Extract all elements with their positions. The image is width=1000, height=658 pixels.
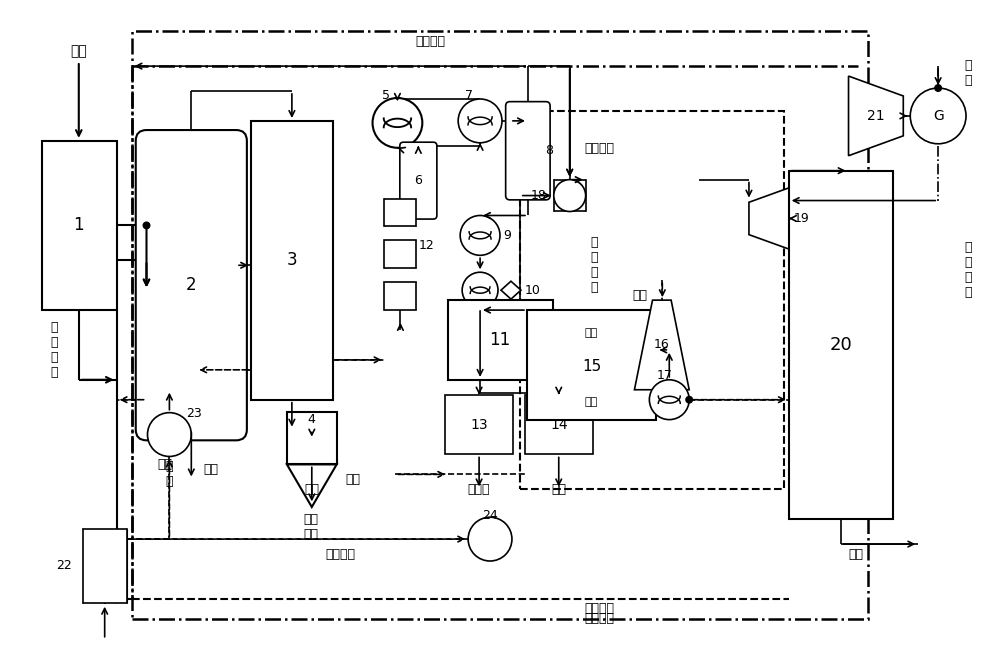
Text: 富氮尾气: 富氮尾气	[326, 547, 356, 561]
Bar	[384, 240, 416, 268]
Circle shape	[458, 99, 502, 143]
Bar	[445, 395, 513, 455]
Text: 阳极: 阳极	[585, 328, 598, 338]
Text: 排烟: 排烟	[848, 547, 863, 561]
Text: 6: 6	[414, 174, 422, 187]
Circle shape	[468, 517, 512, 561]
Bar	[525, 395, 593, 455]
Text: 硫磺: 硫磺	[551, 483, 566, 496]
Text: 15: 15	[582, 359, 601, 374]
Polygon shape	[634, 300, 689, 390]
Text: 9: 9	[503, 229, 511, 242]
Text: 阴极尾气: 阴极尾气	[585, 602, 615, 615]
Text: 炉渣: 炉渣	[204, 463, 219, 476]
Text: 蒸汽: 蒸汽	[303, 513, 318, 526]
Text: 蒸汽: 蒸汽	[346, 473, 361, 486]
Text: 飞灰: 飞灰	[304, 483, 319, 496]
Bar	[83, 528, 127, 603]
Polygon shape	[287, 465, 337, 507]
Text: 14: 14	[550, 418, 568, 432]
Bar	[287, 413, 337, 465]
Bar	[384, 282, 416, 310]
Circle shape	[373, 98, 422, 148]
Text: 20: 20	[829, 336, 852, 354]
Text: 21: 21	[867, 109, 884, 123]
Text: 1: 1	[73, 216, 84, 234]
Text: 11: 11	[489, 331, 511, 349]
Bar	[527, 310, 656, 420]
Polygon shape	[849, 76, 903, 156]
Text: 17: 17	[656, 369, 672, 382]
FancyBboxPatch shape	[400, 142, 437, 219]
Text: 2: 2	[186, 276, 197, 294]
Text: 阴极尾气: 阴极尾气	[585, 142, 615, 155]
Text: G: G	[933, 109, 944, 123]
Text: 纯
氧: 纯 氧	[166, 461, 173, 488]
Bar	[789, 170, 893, 519]
Bar	[42, 141, 117, 310]
Text: 阴极尾气: 阴极尾气	[585, 613, 615, 625]
Bar	[554, 180, 586, 211]
Text: 蒸汽: 蒸汽	[303, 528, 318, 541]
Bar	[520, 111, 784, 490]
Bar	[384, 199, 416, 226]
Circle shape	[685, 395, 693, 404]
Text: 13: 13	[470, 418, 488, 432]
Circle shape	[910, 88, 966, 144]
Circle shape	[934, 84, 942, 92]
Text: 16: 16	[653, 338, 669, 351]
Bar	[448, 300, 553, 380]
Text: 阴极: 阴极	[585, 397, 598, 407]
FancyBboxPatch shape	[506, 101, 550, 200]
Text: 24: 24	[482, 509, 498, 522]
Text: 10: 10	[525, 284, 541, 297]
Circle shape	[460, 215, 500, 255]
Polygon shape	[749, 186, 794, 251]
Bar	[251, 121, 333, 399]
Circle shape	[147, 413, 191, 457]
Polygon shape	[501, 281, 521, 299]
Text: 5: 5	[382, 89, 390, 103]
Circle shape	[554, 180, 586, 211]
Text: 23: 23	[186, 407, 202, 420]
Text: 炉渣: 炉渣	[157, 458, 172, 471]
Text: 8: 8	[545, 144, 553, 157]
Text: 3: 3	[287, 251, 297, 269]
Bar	[132, 32, 868, 619]
Text: 7: 7	[465, 89, 473, 103]
Circle shape	[649, 380, 689, 420]
Text: 原煤: 原煤	[70, 44, 87, 58]
Text: 19: 19	[794, 212, 810, 225]
Text: 阴极尾气: 阴极尾气	[415, 35, 445, 48]
Text: 22: 22	[56, 559, 72, 572]
Text: 高
温
蒸
汽: 高 温 蒸 汽	[964, 241, 972, 299]
Text: 空气: 空气	[632, 289, 647, 301]
Text: 阳
极
尾
气: 阳 极 尾 气	[591, 236, 598, 294]
Text: 12: 12	[418, 239, 434, 252]
Text: 抽
汽: 抽 汽	[964, 59, 972, 87]
Circle shape	[143, 222, 150, 230]
Text: 固态盐: 固态盐	[468, 483, 490, 496]
Circle shape	[462, 272, 498, 308]
FancyBboxPatch shape	[136, 130, 247, 440]
Text: 阳
极
尾
气: 阳 极 尾 气	[50, 321, 58, 379]
Text: 4: 4	[308, 413, 316, 426]
Text: 18: 18	[531, 189, 547, 202]
